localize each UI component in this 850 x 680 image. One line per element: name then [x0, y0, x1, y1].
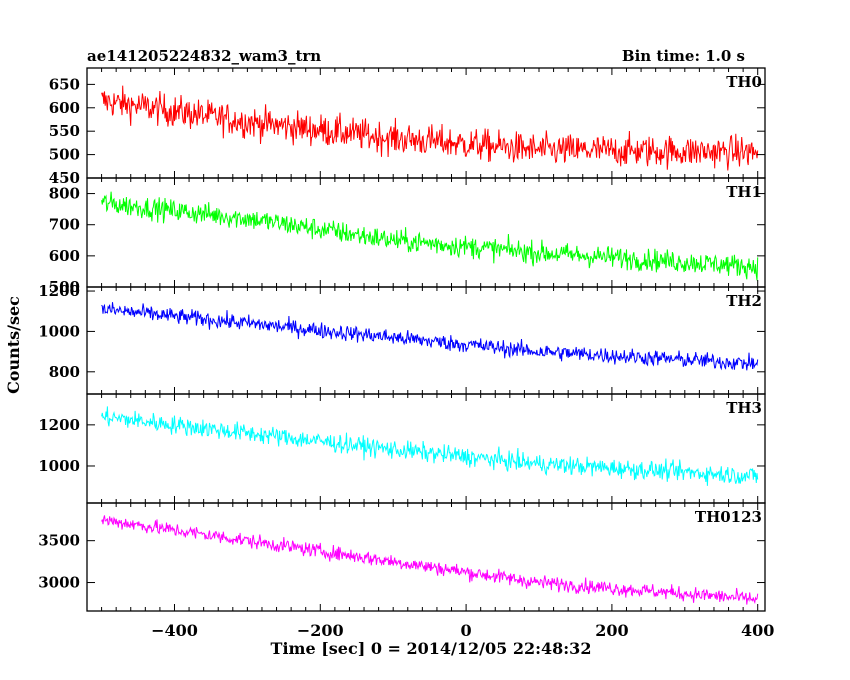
panel-th2: 800 1000 1200 TH2: [38, 282, 766, 395]
series-line-th3: [101, 406, 759, 486]
y-tick-label: 1000: [38, 457, 80, 475]
y-tick-label: 600: [49, 99, 80, 117]
panel-label-th2: TH2: [726, 292, 762, 310]
y-axis-label: Counts/sec: [4, 296, 23, 394]
y-tick-label: 1200: [38, 282, 80, 300]
y-tick-label: 600: [49, 247, 80, 265]
chart-title: ae141205224832_wam3_trn: [87, 47, 321, 65]
series-line-th0: [101, 85, 759, 171]
panels-group: 450 500 550 600 650 TH0 500 600 700 800 TH1 800 1000…: [38, 67, 774, 640]
y-tick-label: 700: [49, 216, 80, 234]
y-tick-label: 800: [49, 363, 80, 381]
panel-frame: [86, 286, 766, 395]
y-tick-label: 450: [49, 169, 80, 187]
x-tick-label: 200: [595, 621, 628, 640]
series-line-th0123: [101, 515, 759, 605]
panel-frame: [86, 393, 766, 504]
panel-th0123: 3000 3500 TH0123: [38, 502, 766, 612]
y-tick-label: 500: [49, 146, 80, 164]
y-tick-label: 500: [49, 278, 80, 296]
panel-label-th1: TH1: [726, 183, 762, 201]
y-tick-label: 800: [49, 185, 80, 203]
series-line-th1: [101, 191, 759, 281]
panel-th0: 450 500 550 600 650 TH0: [49, 67, 766, 187]
series-line-th2: [101, 302, 759, 371]
bin-time-label: Bin time: 1.0 s: [622, 47, 745, 65]
x-tick-label: 0: [461, 621, 472, 640]
panel-label-th0: TH0: [726, 73, 762, 91]
x-axis-label: Time [sec] 0 = 2014/12/05 22:48:32: [271, 639, 592, 658]
panel-label-th0123: TH0123: [695, 508, 762, 526]
panel-th3: 1000 1200 TH3: [38, 393, 766, 504]
y-tick-label: 3500: [38, 532, 80, 550]
panel-frame: [86, 67, 766, 179]
y-tick-label: 3000: [38, 574, 80, 592]
panel-frame: [86, 177, 766, 288]
panel-label-th3: TH3: [726, 399, 762, 417]
panel-frame: [86, 502, 766, 612]
x-tick-label: 400: [741, 621, 774, 640]
x-tick-label: −400: [151, 621, 198, 640]
y-tick-label: 1000: [38, 322, 80, 340]
y-tick-label: 1200: [38, 416, 80, 434]
panel-th1: 500 600 700 800 TH1: [49, 177, 766, 296]
y-tick-label: 650: [49, 75, 80, 93]
x-tick-label: −200: [297, 621, 344, 640]
y-tick-label: 550: [49, 122, 80, 140]
